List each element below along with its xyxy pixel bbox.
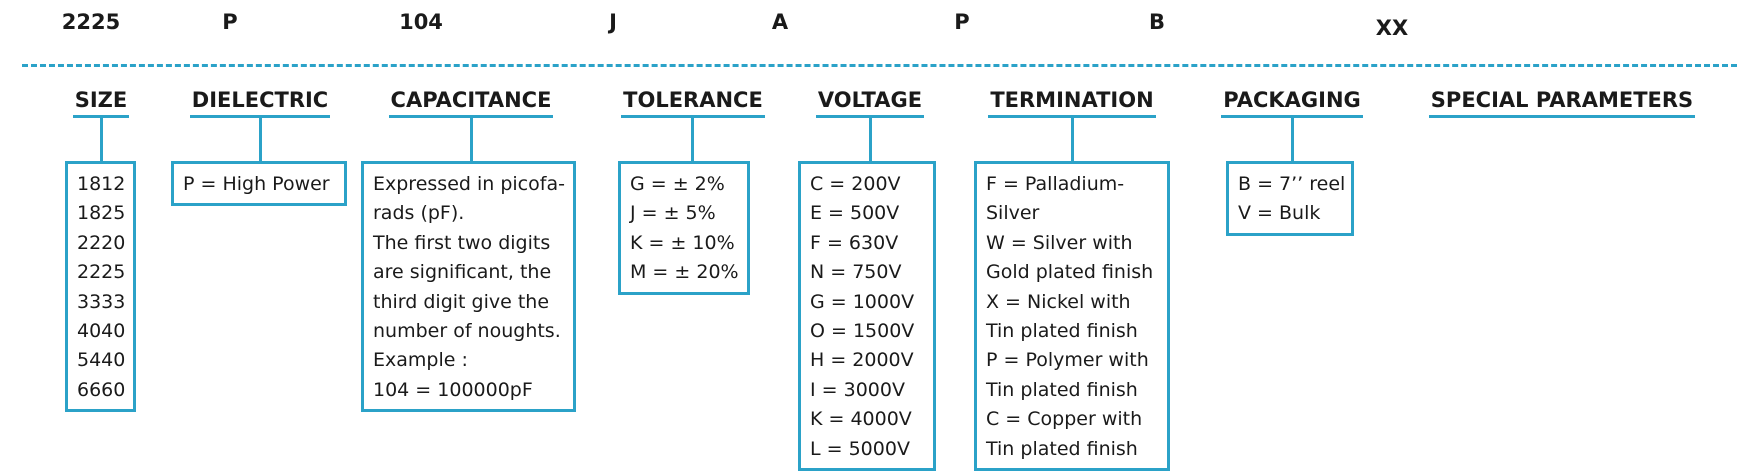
- code-packaging: B: [1148, 10, 1165, 34]
- heading-packaging-label: PACKAGING: [1221, 87, 1363, 118]
- size-option: 1825: [77, 202, 126, 225]
- voltage-option: H = 2000V: [810, 349, 914, 372]
- voltage-option: L = 5000V: [810, 437, 910, 460]
- termination-option-line: Tin plated finish: [986, 437, 1138, 460]
- voltage-option: N = 750V: [810, 261, 902, 284]
- heading-size-label: SIZE: [72, 87, 130, 118]
- capacitance-text-line: third digit give the: [373, 290, 550, 313]
- termination-option-line: P = Polymer with: [986, 349, 1149, 372]
- connector-termination: [1071, 117, 1074, 162]
- size-option: 4040: [77, 320, 126, 343]
- heading-special-parameters-label: SPECIAL PARAMETERS: [1428, 87, 1696, 118]
- size-option: 6660: [77, 378, 126, 401]
- connector-size: [100, 117, 103, 162]
- tolerance-option: G = ± 2%: [630, 173, 725, 195]
- dielectric-option: P = High Power: [183, 173, 330, 195]
- termination-option-line: X = Nickel with: [986, 290, 1131, 313]
- capacitance-text-line: are significant, the: [373, 261, 552, 284]
- heading-termination: TERMINATION: [967, 87, 1177, 118]
- tolerance-option: J = ± 5%: [630, 202, 716, 225]
- termination-option-line: W = Silver with: [986, 231, 1133, 254]
- capacitance-text-line: Example :: [373, 349, 468, 372]
- connector-voltage: [869, 117, 872, 162]
- connector-capacitance: [470, 117, 473, 162]
- heading-dielectric-label: DIELECTRIC: [189, 87, 331, 118]
- connector-packaging: [1291, 117, 1294, 162]
- code-termination: P: [954, 10, 970, 34]
- voltage-option: K = 4000V: [810, 408, 912, 431]
- dashed-separator: [22, 64, 1737, 67]
- capacitance-text-line: Expressed in picofa-: [373, 173, 565, 195]
- termination-options-box: F = Palladium- Silver W = Silver with Go…: [974, 161, 1170, 471]
- tolerance-option: K = ± 10%: [630, 231, 735, 254]
- size-option: 2220: [77, 231, 126, 254]
- dielectric-options-box: P = High Power: [171, 161, 347, 207]
- size-option: 2225: [77, 261, 126, 284]
- connector-tolerance: [691, 117, 694, 162]
- termination-option-line: Tin plated finish: [986, 320, 1138, 343]
- voltage-option: C = 200V: [810, 173, 901, 195]
- heading-special-parameters: SPECIAL PARAMETERS: [1402, 87, 1722, 118]
- heading-capacitance: CAPACITANCE: [365, 87, 577, 118]
- heading-size: SIZE: [41, 87, 161, 118]
- heading-voltage-label: VOLTAGE: [815, 87, 925, 118]
- code-tolerance: J: [609, 10, 617, 34]
- capacitance-text-line: number of noughts.: [373, 320, 561, 343]
- packaging-option: B = 7’’ reel: [1238, 173, 1346, 195]
- packaging-option: V = Bulk: [1238, 202, 1321, 225]
- connector-dielectric: [259, 117, 262, 162]
- heading-dielectric: DIELECTRIC: [165, 87, 355, 118]
- code-special-parameters: XX: [1375, 16, 1409, 40]
- voltage-option: E = 500V: [810, 202, 900, 225]
- tolerance-options-box: G = ± 2% J = ± 5% K = ± 10% M = ± 20%: [618, 161, 750, 295]
- packaging-options-box: B = 7’’ reel V = Bulk: [1226, 161, 1354, 236]
- code-capacitance: 104: [399, 10, 443, 34]
- size-option: 1812: [77, 173, 126, 195]
- termination-option-line: Silver: [986, 202, 1040, 225]
- capacitance-text-line: The first two digits: [373, 231, 551, 254]
- voltage-option: O = 1500V: [810, 320, 915, 343]
- termination-option-line: F = Palladium-: [986, 173, 1125, 195]
- voltage-option: F = 630V: [810, 231, 899, 254]
- heading-voltage: VOLTAGE: [800, 87, 940, 118]
- termination-option-line: Tin plated finish: [986, 378, 1138, 401]
- heading-tolerance: TOLERANCE: [603, 87, 783, 118]
- size-option: 3333: [77, 290, 126, 313]
- heading-termination-label: TERMINATION: [988, 87, 1156, 118]
- code-dielectric: P: [222, 10, 238, 34]
- size-options-box: 1812 1825 2220 2225 3333 4040 5440 6660: [65, 161, 136, 413]
- capacitance-text-line: 104 = 100000pF: [373, 378, 533, 401]
- code-voltage: A: [771, 10, 789, 34]
- size-option: 5440: [77, 349, 126, 372]
- voltage-option: G = 1000V: [810, 290, 915, 313]
- tolerance-option: M = ± 20%: [630, 261, 739, 284]
- termination-option-line: C = Copper with: [986, 408, 1143, 431]
- termination-option-line: Gold plated finish: [986, 261, 1154, 284]
- voltage-option: I = 3000V: [810, 378, 905, 401]
- code-size: 2225: [61, 10, 121, 34]
- capacitance-description-box: Expressed in picofa- rads (pF). The firs…: [361, 161, 576, 413]
- heading-packaging: PACKAGING: [1197, 87, 1387, 118]
- voltage-options-box: C = 200V E = 500V F = 630V N = 750V G = …: [798, 161, 936, 471]
- capacitance-text-line: rads (pF).: [373, 202, 465, 225]
- heading-capacitance-label: CAPACITANCE: [388, 87, 554, 118]
- heading-tolerance-label: TOLERANCE: [621, 87, 765, 118]
